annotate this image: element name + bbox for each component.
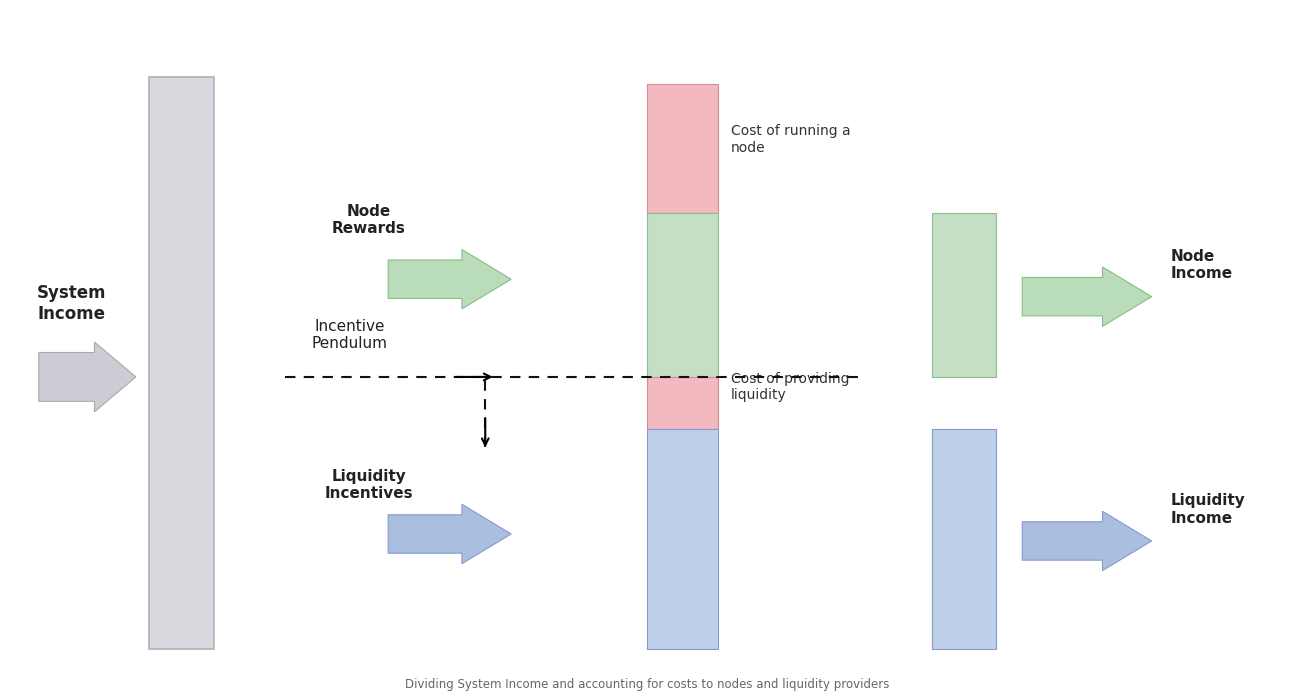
Text: System
Income: System Income [36, 284, 106, 323]
Bar [647, 377, 718, 429]
Text: Dividing System Income and accounting for costs to nodes and liquidity providers: Dividing System Income and accounting fo… [405, 678, 889, 691]
Bar [932, 429, 996, 649]
Bar [932, 213, 996, 377]
FancyArrow shape [388, 250, 511, 309]
Text: Cost of running a
node: Cost of running a node [731, 124, 850, 155]
Text: Cost of providing
liquidity: Cost of providing liquidity [731, 372, 850, 403]
FancyArrow shape [388, 505, 511, 564]
Text: Node
Income: Node Income [1171, 249, 1233, 281]
Bar [647, 84, 718, 213]
Text: Node
Rewards: Node Rewards [331, 204, 406, 236]
FancyArrow shape [1022, 267, 1152, 327]
Text: Liquidity
Income: Liquidity Income [1171, 493, 1246, 526]
Text: Incentive
Pendulum: Incentive Pendulum [312, 319, 387, 351]
FancyArrow shape [39, 342, 136, 412]
Bar [647, 213, 718, 377]
FancyArrow shape [1022, 511, 1152, 571]
Bar [647, 429, 718, 649]
Text: Liquidity
Incentives: Liquidity Incentives [325, 469, 413, 501]
Bar [149, 77, 214, 649]
